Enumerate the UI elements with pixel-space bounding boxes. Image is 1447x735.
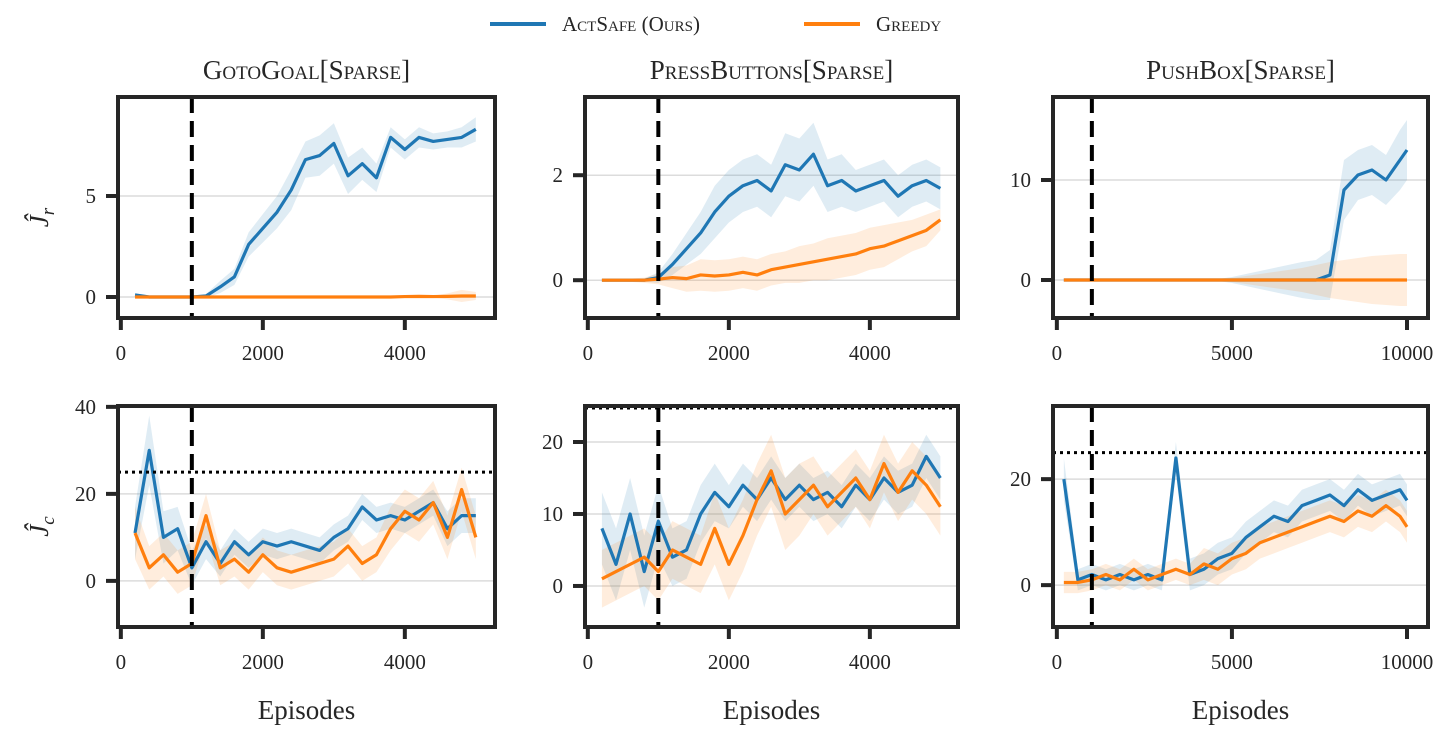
y-tick-label: 0 [1021, 268, 1032, 292]
series-line-actsafe [600, 454, 942, 574]
y-axis-label-main: Ĵ [24, 523, 54, 537]
x-tick-label: 0 [116, 341, 127, 365]
y-tick-label: 0 [86, 285, 97, 309]
series-line-greedy [135, 294, 476, 299]
x-tick-label: 10000 [1381, 341, 1434, 365]
series-line-actsafe [1062, 456, 1409, 582]
x-tick-label: 4000 [384, 650, 426, 674]
axes-frame [583, 95, 960, 320]
legend-label-actsafe: ActSafe (Ours) [562, 12, 700, 36]
y-axis-label-sub: c [38, 516, 59, 525]
y-axis-label: Ĵr [24, 207, 59, 227]
y-tick-label: 20 [1010, 467, 1031, 491]
subplot-title: GotoGoal[Sparse] [203, 55, 410, 85]
x-tick-label: 4000 [849, 341, 891, 365]
y-tick-label: 40 [75, 395, 96, 419]
x-tick-label: 0 [116, 650, 127, 674]
series-line-greedy [1063, 504, 1409, 585]
subplot-2: 0 2000 4000 0 2 PressButtons[Sparse] [553, 55, 960, 365]
x-tick-label: 5000 [1211, 341, 1253, 365]
plot-area [601, 122, 942, 292]
subplot-5: 0 2000 4000 0 10 20 Episodes [542, 404, 960, 725]
confidence-band-actsafe [1063, 120, 1407, 300]
confidence-band-actsafe [135, 117, 476, 299]
y-tick-label: 5 [86, 184, 97, 208]
y-tick-label: 0 [553, 574, 564, 598]
x-tick-label: 2000 [708, 650, 750, 674]
plot-area [600, 434, 942, 608]
y-tick-label: 0 [553, 268, 564, 292]
subplot-title: PushBox[Sparse] [1146, 55, 1335, 85]
x-tick-label: 4000 [849, 650, 891, 674]
x-tick-label: 2000 [708, 341, 750, 365]
series-line-actsafe [133, 448, 476, 570]
axes-frame [116, 95, 497, 320]
confidence-band-greedy [601, 209, 941, 292]
y-tick-label: 10 [542, 502, 563, 526]
y-tick-label: 0 [86, 569, 97, 593]
x-tick-label: 2000 [242, 650, 284, 674]
x-axis-label: Episodes [1192, 695, 1290, 725]
y-tick-label: 2 [553, 163, 564, 187]
confidence-band-actsafe [601, 122, 941, 283]
y-tick-label: 0 [1021, 573, 1032, 597]
x-tick-label: 0 [1052, 341, 1063, 365]
axes-frame [1051, 95, 1430, 320]
x-axis-label: Episodes [258, 695, 356, 725]
y-axis-label-sub: r [38, 207, 59, 215]
legend: ActSafe (Ours) Greedy [490, 12, 941, 36]
series-line-greedy [601, 461, 942, 581]
subplot-1: 0 2000 4000 0 5 GotoGoal[Sparse] Ĵr [24, 55, 497, 365]
plot-area [134, 117, 477, 303]
y-tick-label: 20 [542, 430, 563, 454]
subplot-4: 0 2000 4000 0 20 40 Episodes Ĵc [24, 395, 497, 725]
confidence-band-greedy [135, 467, 476, 594]
subplot-3: 0 5000 10000 0 10 PushBox[Sparse] [1010, 55, 1433, 365]
plot-area [1063, 120, 1409, 306]
plot-area [133, 415, 478, 594]
y-axis-label-main: Ĵ [24, 213, 54, 227]
x-tick-label: 2000 [242, 341, 284, 365]
confidence-band-greedy [1063, 489, 1407, 594]
x-tick-label: 5000 [1211, 650, 1253, 674]
x-tick-label: 4000 [384, 341, 426, 365]
axes-frame [116, 404, 497, 629]
y-tick-label: 20 [75, 482, 96, 506]
x-tick-label: 0 [583, 341, 594, 365]
x-tick-label: 0 [1052, 650, 1063, 674]
x-tick-label: 0 [583, 650, 594, 674]
x-axis-label: Episodes [723, 695, 821, 725]
subplot-title: PressButtons[Sparse] [650, 55, 893, 85]
x-tick-label: 10000 [1381, 650, 1434, 674]
y-axis-label: Ĵc [24, 516, 59, 537]
subplot-6: 0 5000 10000 0 20 Episodes [1010, 404, 1434, 725]
axes-frame [583, 404, 960, 629]
plot-area [1062, 442, 1409, 594]
axes-frame [1051, 404, 1430, 629]
y-tick-label: 10 [1010, 168, 1031, 192]
legend-label-greedy: Greedy [876, 12, 941, 36]
confidence-band-actsafe [135, 415, 476, 586]
